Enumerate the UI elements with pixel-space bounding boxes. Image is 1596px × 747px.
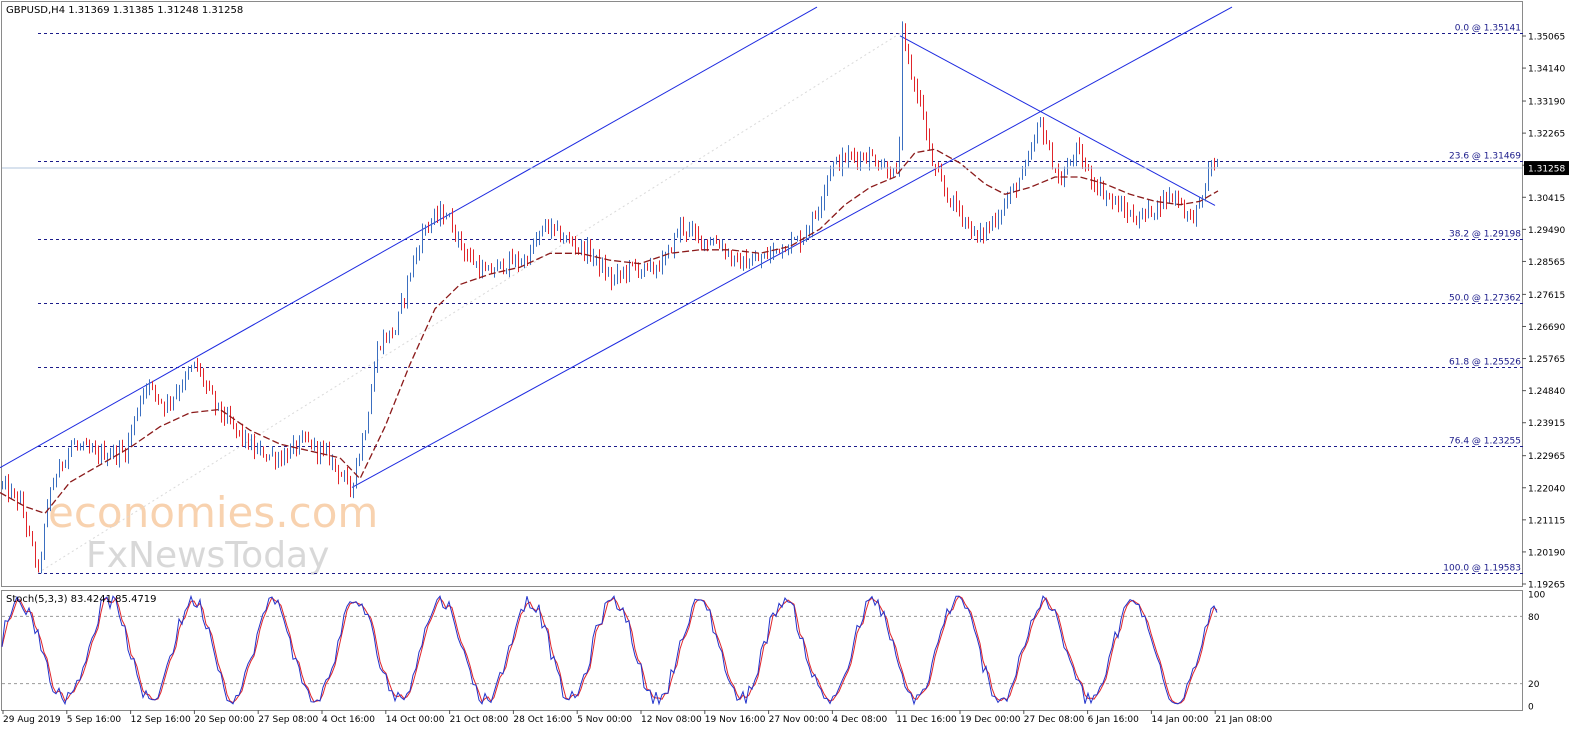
time-tick-label: 27 Sep 08:00	[258, 715, 318, 725]
fibo-level-label: 76.4 @ 1.23255	[1449, 437, 1521, 447]
time-tick-label: 21 Oct 08:00	[450, 715, 509, 725]
current-price-box	[1524, 161, 1569, 176]
time-tick-label: 20 Sep 00:00	[194, 715, 254, 725]
stoch-tick-label: 100	[1528, 591, 1545, 601]
price-tick-label: 1.33190	[1528, 98, 1565, 108]
time-tick-label: 12 Nov 08:00	[641, 715, 702, 725]
price-tick-label: 1.20190	[1528, 548, 1565, 558]
stoch-tick-label: 0	[1528, 703, 1534, 713]
price-tick-label: 1.34140	[1528, 65, 1565, 75]
time-tick-label: 19 Nov 16:00	[705, 715, 766, 725]
fibo-level-label: 61.8 @ 1.25526	[1449, 358, 1521, 368]
stoch-axis: 100 80 20 0	[1528, 591, 1545, 713]
fibo-level-label: 38.2 @ 1.29198	[1449, 230, 1521, 240]
channel-line	[899, 35, 1216, 206]
moving-average	[0, 148, 1219, 515]
time-tick-label: 5 Nov 00:00	[577, 715, 632, 725]
time-tick-label: 12 Sep 16:00	[131, 715, 191, 725]
stoch-tick-label: 20	[1528, 680, 1540, 690]
price-tick-label: 1.29490	[1528, 226, 1565, 236]
channel-line	[0, 6, 818, 469]
moving-average-line	[0, 148, 1219, 515]
time-tick-label: 6 Jan 16:00	[1088, 715, 1140, 725]
price-tick-label: 1.26690	[1528, 323, 1565, 333]
time-axis: 29 Aug 2019 5 Sep 16:00 12 Sep 16:00 20 Sep…	[2, 710, 1272, 725]
price-tick-label: 1.30415	[1528, 194, 1565, 204]
time-tick-label: 29 Aug 2019	[3, 715, 61, 725]
price-tick-label: 1.22040	[1528, 484, 1565, 494]
price-tick-label: 1.32265	[1528, 130, 1565, 140]
time-tick-label: 27 Nov 00:00	[769, 715, 830, 725]
price-tick-label: 1.19265	[1528, 581, 1565, 591]
time-tick-label: 28 Oct 16:00	[513, 715, 572, 725]
price-tick-label: 1.22965	[1528, 452, 1565, 462]
watermark: economies.com FxNewsToday	[48, 488, 378, 576]
stoch-main-line	[1, 594, 1218, 706]
stoch-signal-line	[1, 595, 1218, 705]
price-tick-label: 1.28565	[1528, 258, 1565, 268]
price-tick-label: 1.21115	[1528, 516, 1565, 526]
watermark-line2: FxNewsToday	[86, 535, 329, 576]
price-axis: 1.350651.341401.331901.322651.313401.304…	[1522, 33, 1565, 591]
time-tick-label: 5 Sep 16:00	[67, 715, 122, 725]
stochastic-lines	[1, 594, 1522, 706]
fibonacci-levels: 0.0 @ 1.35141 23.6 @ 1.31469 38.2 @ 1.2919…	[37, 24, 1525, 574]
time-tick-label: 11 Dec 16:00	[896, 715, 957, 725]
fibo-level-label: 50.0 @ 1.27362	[1449, 294, 1521, 304]
watermark-line1: economies.com	[48, 488, 378, 537]
time-tick-label: 4 Oct 16:00	[322, 715, 375, 725]
price-tick-label: 1.23915	[1528, 419, 1565, 429]
time-tick-label: 19 Dec 00:00	[960, 715, 1021, 725]
time-tick-label: 27 Dec 08:00	[1024, 715, 1085, 725]
price-tick-label: 1.27615	[1528, 291, 1565, 301]
time-tick-label: 4 Dec 08:00	[832, 715, 887, 725]
stoch-pane-border	[1, 590, 1523, 711]
fibo-level-label: 100.0 @ 1.19583	[1443, 564, 1521, 574]
fibo-level-label: 23.6 @ 1.31469	[1449, 152, 1521, 162]
fibo-level-label: 0.0 @ 1.35141	[1455, 24, 1521, 34]
current-price-marker: 1.31258	[2, 161, 1569, 176]
time-tick-label: 14 Jan 00:00	[1151, 715, 1208, 725]
price-tick-label: 1.35065	[1528, 33, 1565, 43]
time-tick-label: 14 Oct 00:00	[386, 715, 445, 725]
symbol-header: GBPUSD,H4 1.31369 1.31385 1.31248 1.3125…	[6, 5, 243, 16]
price-tick-label: 1.25765	[1528, 355, 1565, 365]
price-tick-label: 1.24840	[1528, 387, 1565, 397]
stoch-header: Stoch(5,3,3) 83.4241 85.4719	[6, 594, 157, 605]
current-price-label: 1.31258	[1528, 165, 1565, 175]
stoch-tick-label: 80	[1528, 613, 1540, 623]
time-tick-label: 21 Jan 08:00	[1215, 715, 1272, 725]
